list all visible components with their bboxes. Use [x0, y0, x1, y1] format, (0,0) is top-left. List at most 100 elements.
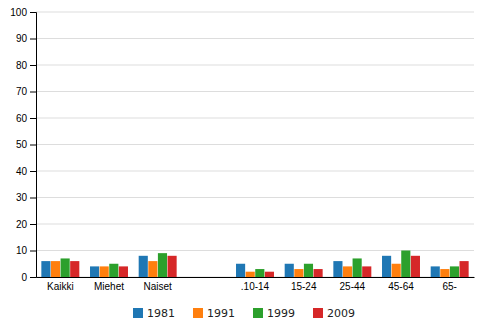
- legend-label: 2009: [327, 307, 355, 320]
- bar-series: [51, 261, 449, 277]
- grid-line: [36, 144, 474, 145]
- y-tick-mark: [30, 118, 36, 119]
- grid-line: [36, 65, 474, 66]
- bar: [61, 258, 70, 277]
- plot: 0 10 20 30 40 50 60 70 80 90 100 Kaikki Miehet Naiset…: [10, 7, 474, 292]
- bar: [70, 261, 79, 277]
- bar: [353, 258, 362, 277]
- y-tick-mark: [30, 65, 36, 66]
- y-tick: 80: [16, 60, 36, 71]
- x-tick-label: Miehet: [94, 281, 124, 292]
- x-axis-line: [37, 277, 475, 278]
- legend-item: 2009: [313, 307, 355, 320]
- y-tick-mark: [30, 92, 36, 93]
- bar: [187, 277, 196, 278]
- bar: [265, 272, 274, 277]
- legend-item: 1981: [133, 307, 175, 320]
- y-tick-label: 20: [16, 219, 28, 230]
- x-tick-label: 15-24: [291, 281, 317, 292]
- y-tick: 70: [16, 86, 36, 97]
- x-tick: Miehet: [94, 277, 124, 292]
- legend-swatch: [193, 308, 203, 318]
- bar: [431, 266, 440, 277]
- bar: [148, 261, 157, 277]
- y-tick-mark: [30, 171, 36, 172]
- bar: [343, 266, 352, 277]
- y-tick: 50: [16, 139, 36, 150]
- y-tick-label: 50: [16, 139, 28, 150]
- chart: 0 10 20 30 40 50 60 70 80 90 100 Kaikki Miehet Naiset…: [0, 0, 488, 329]
- grid-line: [36, 171, 474, 172]
- grid-line: [36, 224, 474, 225]
- grid-line: [36, 38, 474, 39]
- grid-line: [36, 12, 474, 13]
- x-tick: 25-44: [340, 277, 366, 292]
- y-tick: 20: [16, 219, 36, 230]
- x-tick-label: 25-44: [340, 281, 366, 292]
- grid: [36, 12, 474, 277]
- x-tick-label: 45-64: [388, 281, 414, 292]
- bar: [440, 269, 449, 277]
- x-tick: 15-24: [291, 277, 317, 292]
- bar: [401, 251, 410, 278]
- bar: [246, 272, 255, 277]
- grid-line: [36, 118, 474, 119]
- x-tick-label: .10-14: [241, 281, 270, 292]
- x-tick-label: Kaikki: [47, 281, 74, 292]
- y-tick-mark: [30, 39, 36, 40]
- legend-item: 1991: [193, 307, 235, 320]
- y-tick-mark: [30, 277, 36, 278]
- y-tick-mark: [30, 251, 36, 252]
- y-axis-line: [30, 13, 37, 278]
- y-tick-label: 70: [16, 86, 28, 97]
- bar: [411, 256, 420, 277]
- y-tick-label: 0: [21, 272, 27, 283]
- y-tick-label: 10: [16, 245, 28, 256]
- bar: [236, 264, 245, 277]
- x-tick: 45-64: [388, 277, 414, 292]
- bar: [362, 266, 371, 277]
- bar: [90, 266, 99, 277]
- y-tick-mark: [30, 145, 36, 146]
- y-tick-mark: [30, 198, 36, 199]
- y-tick: 0: [21, 272, 36, 283]
- y-tick-mark: [30, 224, 36, 225]
- bar: [51, 261, 60, 277]
- bar: [333, 261, 342, 277]
- y-tick: 40: [16, 166, 36, 177]
- legend-swatch: [133, 308, 143, 318]
- grid-line: [36, 197, 474, 198]
- legend-label: 1991: [207, 307, 235, 320]
- x-tick-label: 65-: [442, 281, 456, 292]
- y-tick-label: 100: [10, 7, 27, 18]
- bar: [255, 269, 264, 277]
- bar: [41, 261, 50, 277]
- bar: [197, 277, 206, 278]
- bar: [392, 264, 401, 277]
- y-tick: 60: [16, 113, 36, 124]
- bar: [294, 269, 303, 277]
- y-tick: 30: [16, 192, 36, 203]
- bar: [100, 266, 109, 277]
- bar: [304, 264, 313, 277]
- legend-item: 1999: [253, 307, 295, 320]
- bar: [109, 264, 118, 277]
- y-tick-label: 60: [16, 113, 28, 124]
- bar-series: [61, 251, 459, 278]
- y-axis: 0 10 20 30 40 50 60 70 80 90 100: [10, 7, 36, 283]
- x-tick-label: Naiset: [143, 281, 172, 292]
- bar: [314, 269, 323, 277]
- legend: 1981 1991 1999 2009: [133, 307, 355, 320]
- x-axis: Kaikki Miehet Naiset .10-14 15-24 25-44 45-64 6…: [37, 277, 475, 292]
- bar: [285, 264, 294, 277]
- y-tick-label: 90: [16, 33, 28, 44]
- legend-swatch: [313, 308, 323, 318]
- bar: [450, 266, 459, 277]
- x-tick: .10-14: [241, 277, 270, 292]
- y-tick: 100: [10, 7, 36, 18]
- y-tick: 10: [16, 245, 36, 256]
- bar: [139, 256, 148, 277]
- grid-line: [36, 91, 474, 92]
- bar: [168, 256, 177, 277]
- x-tick: 65-: [442, 277, 456, 292]
